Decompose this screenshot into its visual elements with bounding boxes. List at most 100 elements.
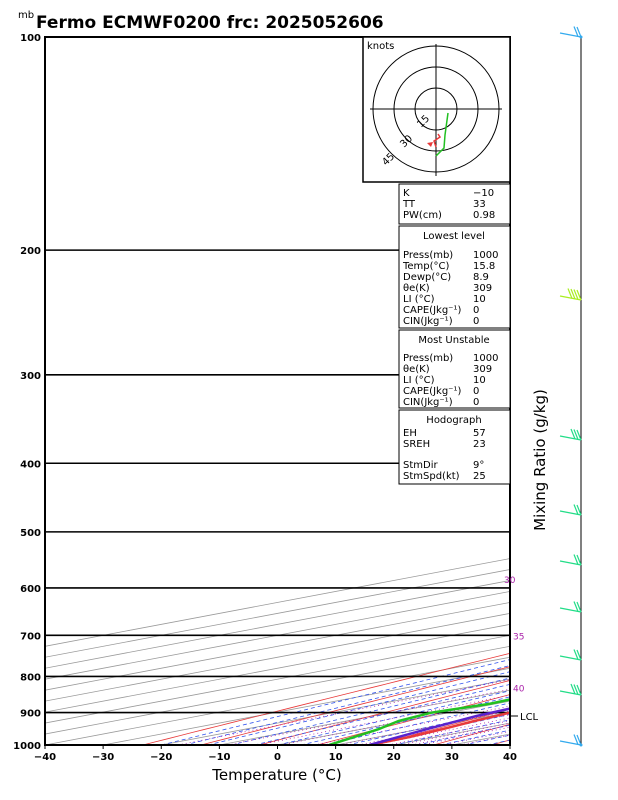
moist-adiabat bbox=[161, 659, 510, 745]
y-axis-label: Mixing Ratio (g/kg) bbox=[531, 389, 549, 531]
wind-barb-flag bbox=[576, 649, 582, 661]
index-value: 0 bbox=[473, 305, 479, 316]
dry-adiabats bbox=[142, 652, 510, 745]
wind-barb-flag bbox=[573, 684, 579, 695]
hodograph-stats-panel: Hodograph EH 57 SREH 23 StmDir 9° StmSpd(kt) 25 bbox=[398, 409, 511, 485]
wind-barb-flag bbox=[576, 601, 582, 613]
hodograph-trace-upper bbox=[435, 112, 449, 157]
moist-adiabat bbox=[509, 744, 510, 745]
isotherm-line bbox=[45, 580, 510, 669]
index-label: Temp(°C) bbox=[402, 261, 450, 272]
x-tick-label: 30 bbox=[445, 752, 459, 763]
hodograph-trace-lower bbox=[433, 133, 442, 148]
moist-adiabat bbox=[230, 677, 510, 745]
index-label: SREH bbox=[403, 439, 430, 450]
isotherm-line bbox=[45, 558, 510, 647]
dewpoint-profile bbox=[328, 698, 510, 745]
index-value: 0 bbox=[473, 386, 479, 397]
lowest-level-title: Lowest level bbox=[423, 231, 485, 242]
index-value: 9° bbox=[473, 460, 484, 471]
mixing-ratio-line bbox=[400, 722, 510, 745]
dry-adiabat bbox=[259, 680, 510, 745]
indices-panel: K −10 TT 33 PW(cm) 0.98 bbox=[398, 183, 511, 225]
wind-barb-flag bbox=[576, 26, 582, 38]
moist-adiabat bbox=[300, 696, 510, 745]
wind-barb-flag bbox=[576, 734, 582, 746]
pressure-tick-label: 200 bbox=[20, 246, 41, 257]
index-value: 10 bbox=[473, 375, 486, 386]
index-label: CIN(Jkg⁻¹) bbox=[403, 316, 453, 327]
mixing-ratio-line bbox=[314, 705, 510, 745]
index-value: 309 bbox=[473, 364, 492, 375]
isotherm-lines bbox=[45, 37, 618, 745]
wind-barb-flag bbox=[573, 649, 579, 660]
index-value: 57 bbox=[473, 428, 486, 439]
mixing-ratio-line bbox=[258, 694, 510, 745]
parcel-profile bbox=[368, 707, 510, 745]
pressure-tick-label: 700 bbox=[20, 631, 41, 642]
index-label: K bbox=[403, 188, 410, 199]
index-value: 309 bbox=[473, 283, 492, 294]
index-value: 25 bbox=[473, 471, 486, 482]
x-tick-label: −40 bbox=[34, 752, 56, 763]
x-tick-label: 40 bbox=[503, 752, 517, 763]
index-value: 1000 bbox=[473, 250, 498, 261]
pressure-tick-label: 300 bbox=[20, 371, 41, 382]
wind-barb-flag bbox=[573, 289, 579, 300]
theta-e-label: 40 bbox=[513, 685, 525, 695]
index-value: 0 bbox=[473, 397, 479, 408]
x-tick-label: 10 bbox=[329, 752, 343, 763]
isotherm-line bbox=[509, 744, 510, 745]
hodograph-unit: knots bbox=[367, 41, 394, 52]
index-label: Dewp(°C) bbox=[403, 272, 451, 283]
wind-barb-flag bbox=[570, 428, 576, 440]
storm-motion-marker bbox=[427, 142, 433, 147]
dry-adiabat bbox=[317, 694, 510, 745]
dry-adiabat bbox=[142, 652, 510, 745]
index-value: 15.8 bbox=[473, 261, 495, 272]
pressure-tick-label: 1000 bbox=[13, 741, 41, 752]
mixing-ratio-line bbox=[459, 734, 510, 745]
chart-title: Fermo ECMWF0200 frc: 2025052606 bbox=[36, 13, 384, 33]
x-tick-label: −10 bbox=[208, 752, 230, 763]
wind-barb-flag bbox=[570, 683, 576, 695]
index-label: EH bbox=[403, 428, 417, 439]
hodograph-stats-title: Hodograph bbox=[426, 415, 481, 426]
wind-barb-flag bbox=[573, 26, 579, 37]
index-label: LI (°C) bbox=[403, 294, 435, 305]
index-label: CAPE(Jkg⁻¹) bbox=[403, 386, 461, 397]
temperature-profile bbox=[369, 711, 510, 745]
isotherm-line bbox=[568, 37, 618, 745]
pressure-tick-label: 800 bbox=[20, 672, 41, 683]
mixing-ratio-line bbox=[281, 699, 510, 745]
lcl-marker: LCL bbox=[510, 712, 539, 723]
isotherm-line bbox=[45, 623, 510, 713]
hodograph: knots 15 30 45 bbox=[362, 36, 511, 183]
pressure-tick-label: 900 bbox=[20, 709, 41, 720]
index-label: StmSpd(kt) bbox=[403, 471, 460, 482]
lcl-label: LCL bbox=[520, 712, 539, 723]
index-value: 33 bbox=[473, 199, 486, 210]
wind-barb-flag bbox=[573, 734, 579, 745]
dry-adiabat bbox=[200, 666, 510, 745]
index-label: Press(mb) bbox=[403, 250, 453, 261]
index-label: TT bbox=[402, 199, 416, 210]
x-tick-label: −20 bbox=[150, 752, 172, 763]
x-axis-label: Temperature (°C) bbox=[211, 766, 341, 784]
index-value: 10 bbox=[473, 294, 486, 305]
theta-e-label: 30 bbox=[504, 576, 516, 586]
index-value: 8.9 bbox=[473, 272, 489, 283]
index-value: 23 bbox=[473, 439, 486, 450]
index-label: StmDir bbox=[403, 460, 438, 471]
moist-adiabat bbox=[254, 683, 510, 745]
wind-profile bbox=[559, 26, 583, 747]
mixing-ratio-line bbox=[388, 720, 510, 745]
wind-barb-flag bbox=[573, 429, 579, 440]
lowest-level-panel: Lowest level Press(mb) 1000 Temp(°C) 15.8 De… bbox=[398, 225, 511, 329]
isotherm-line bbox=[45, 634, 510, 724]
mixing-ratio-line bbox=[411, 724, 510, 745]
most-unstable-title: Most Unstable bbox=[418, 335, 489, 346]
isotherm-line bbox=[45, 612, 510, 702]
